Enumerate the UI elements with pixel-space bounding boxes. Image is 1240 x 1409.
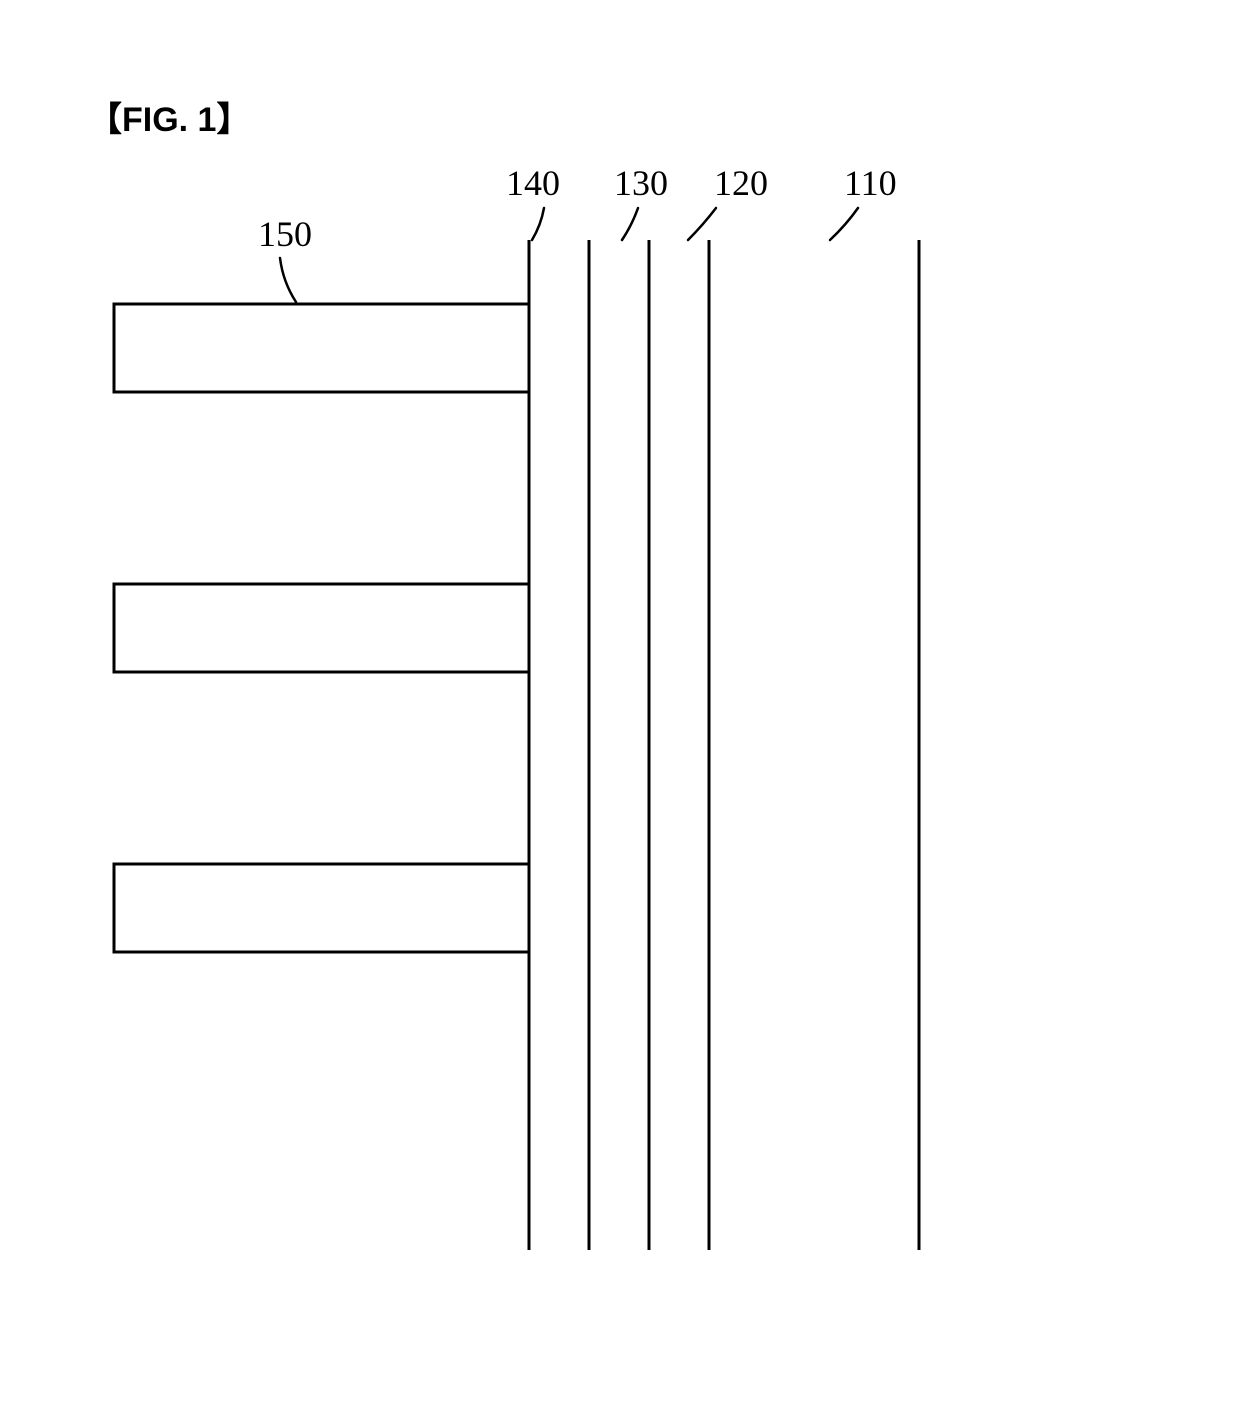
- label-150-leader: [280, 258, 296, 302]
- label-150: 150: [258, 214, 312, 254]
- callout-labels: 150 140 130 120 110: [258, 163, 897, 302]
- label-130-leader: [622, 208, 638, 240]
- label-120: 120: [714, 163, 768, 203]
- label-110: 110: [844, 163, 897, 203]
- label-140-leader: [532, 208, 544, 240]
- fin-shapes: [114, 304, 529, 952]
- label-130: 130: [614, 163, 668, 203]
- diagram-svg: 150 140 130 120 110: [0, 0, 1240, 1409]
- fin-bottom: [114, 864, 529, 952]
- fin-top: [114, 304, 529, 392]
- fin-middle: [114, 584, 529, 672]
- label-140: 140: [506, 163, 560, 203]
- layer-boundary-lines: [529, 240, 919, 1250]
- label-110-leader: [830, 208, 858, 240]
- label-120-leader: [688, 208, 716, 240]
